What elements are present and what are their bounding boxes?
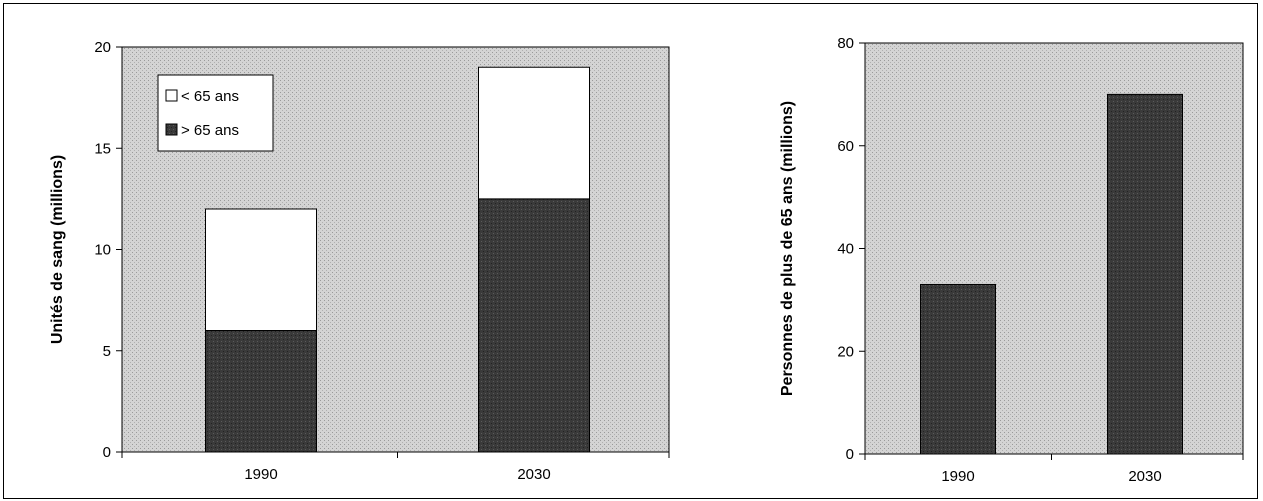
y-tick-label: 60 xyxy=(837,138,854,155)
legend-swatch-under-65 xyxy=(165,89,178,102)
chart-people-over-65: 0 20 40 60 80 1990 2030 Personnes de plus de 6… xyxy=(779,35,1244,485)
chart-blood-units: 0 5 10 15 20 1990 2030 Unités de sang (million… xyxy=(49,39,670,483)
y-tick-label: 15 xyxy=(94,140,111,157)
bar-1990-series-0 xyxy=(920,283,996,455)
bar-2030-series-0 xyxy=(478,198,590,453)
bar-2030-series-0 xyxy=(1107,93,1183,455)
legend-label-under-65: < 65 ans xyxy=(181,88,239,105)
y-tick-label: 0 xyxy=(846,446,854,463)
y-tick-label: 20 xyxy=(837,343,854,360)
y-tick-label: 0 xyxy=(103,444,111,461)
y-tick-label: 20 xyxy=(94,39,111,56)
x-tick-label: 1990 xyxy=(941,468,974,485)
axes-group: 0 20 40 60 80 1990 2030 xyxy=(837,35,1244,485)
x-tick-label: 2030 xyxy=(517,466,550,483)
y-tick-label: 10 xyxy=(94,242,111,259)
axes-group: 0 5 10 15 20 1990 2030 xyxy=(94,39,670,483)
legend-box xyxy=(157,74,274,152)
y-tick-label: 5 xyxy=(103,343,111,360)
bar-1990-series-1 xyxy=(205,208,317,331)
x-tick-label: 1990 xyxy=(244,466,277,483)
bar-2030-series-1 xyxy=(478,66,590,200)
legend-label-over-65: > 65 ans xyxy=(181,122,239,139)
bar-1990-series-0 xyxy=(205,330,317,453)
legend-swatch-over-65 xyxy=(165,123,178,136)
y-axis-title: Unités de sang (millions) xyxy=(49,155,66,344)
bars-group xyxy=(205,66,590,453)
y-tick-label: 80 xyxy=(837,35,854,52)
legend: < 65 ans > 65 ans xyxy=(157,74,274,152)
y-axis-title: Personnes de plus de 65 ans (millions) xyxy=(779,101,796,396)
y-tick-label: 40 xyxy=(837,241,854,258)
x-tick-label: 2030 xyxy=(1128,468,1161,485)
bars-group xyxy=(920,93,1183,455)
